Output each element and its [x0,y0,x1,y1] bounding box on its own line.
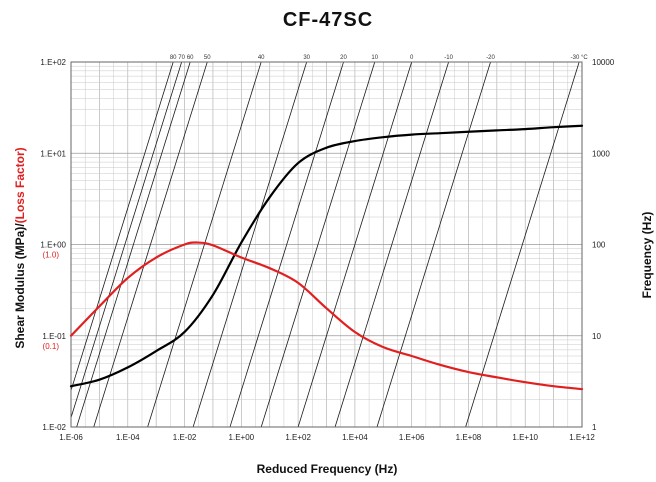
temperature-label: 30 [303,55,310,61]
temperature-label: 20 [340,55,347,61]
chart-title: CF-47SC [283,9,373,31]
y-left-tick-label: 1.E+01 [40,149,66,158]
isotherm-line [260,62,376,427]
temperature-label: 0 [410,55,414,61]
y-left-tick-label: 1.E+02 [40,58,66,67]
x-axis-label: Reduced Frequency (Hz) [257,462,398,476]
temperature-label: 70 [178,55,185,61]
isotherm-line [147,62,262,427]
isotherm-line [376,62,491,427]
x-tick-label: 1.E+06 [399,433,425,442]
y-right-tick-label: 10000 [592,58,615,67]
temperature-label: -10 [444,55,453,61]
temperature-label: -30 °C [571,55,589,61]
isotherm-line [93,62,208,427]
isotherm-lines [71,62,580,427]
y-axis-label-loss: (Loss Factor) [13,147,27,223]
y-left-loss-label: (1.0) [43,251,60,260]
isotherm-line [334,62,449,427]
modulus-curve [69,124,584,388]
temperature-label: 60 [187,55,194,61]
isotherm-line [71,62,183,420]
y-right-tick-label: 100 [592,241,606,250]
x-tick-label: 1.E+10 [512,433,538,442]
y-axis-label-left: Shear Modulus (MPa)/(Loss Factor) [13,147,27,348]
isotherm-line [192,62,308,427]
isotherm-line [76,62,191,427]
isotherm-line [465,62,580,427]
x-tick-label: 1.E-06 [59,433,83,442]
loss-curve [69,241,584,391]
x-tick-label: 1.E-02 [173,433,197,442]
tick-labels: 80 70 60 50 40 30 20 10 0 -10 -20 -30 °C1.E-06 1.E-0… [40,55,614,442]
y-left-loss-label: (0.1) [43,342,60,351]
isotherm-line [71,62,174,392]
y-right-tick-label: 1000 [592,149,610,158]
x-tick-label: 1.E+02 [285,433,311,442]
temperature-label: 80 [170,55,177,61]
temperature-label: 40 [258,55,265,61]
x-tick-label: 1.E+12 [569,433,595,442]
data-curves [69,124,584,391]
x-tick-label: 1.E+08 [456,433,482,442]
isotherm-line [297,62,413,427]
y-left-tick-label: 1.E+00 [40,241,66,250]
y-left-tick-label: 1.E-01 [42,332,66,341]
isotherm-line [229,62,344,427]
y-axis-label-right: Frequency (Hz) [640,212,654,299]
x-tick-label: 1.E-04 [116,433,140,442]
y-left-tick-label: 1.E-02 [42,423,66,432]
x-tick-label: 1.E+00 [229,433,255,442]
y-axis-label-modulus: Shear Modulus (MPa)/ [13,223,27,349]
temperature-label: 50 [204,55,211,61]
temperature-label: -20 [486,55,495,61]
y-right-tick-label: 10 [592,332,601,341]
temperature-label: 10 [371,55,378,61]
y-right-tick-label: 1 [592,423,597,432]
x-tick-label: 1.E+04 [342,433,368,442]
plot-frame [70,61,583,428]
